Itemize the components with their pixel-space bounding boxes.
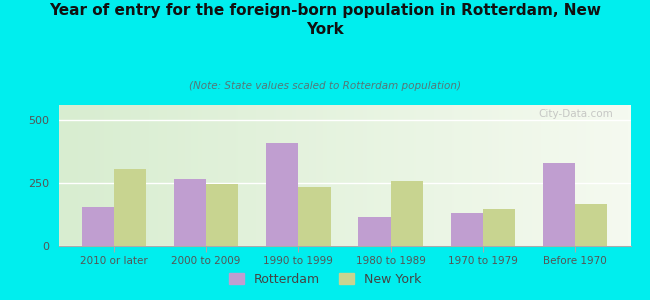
Bar [575, 204, 608, 246]
Bar [298, 187, 331, 246]
Bar [81, 207, 114, 246]
Text: (Note: State values scaled to Rotterdam population): (Note: State values scaled to Rotterdam … [189, 81, 461, 91]
Bar [543, 163, 575, 246]
Bar [174, 179, 206, 246]
Legend: Rotterdam, New York: Rotterdam, New York [224, 268, 426, 291]
Text: City-Data.com: City-Data.com [539, 109, 614, 119]
Bar [114, 169, 146, 246]
Bar [391, 181, 423, 246]
Bar [206, 184, 239, 246]
Bar [358, 217, 391, 246]
Text: Year of entry for the foreign-born population in Rotterdam, New
York: Year of entry for the foreign-born popul… [49, 3, 601, 37]
Bar [266, 143, 298, 246]
Bar [450, 213, 483, 246]
Bar [483, 209, 515, 246]
